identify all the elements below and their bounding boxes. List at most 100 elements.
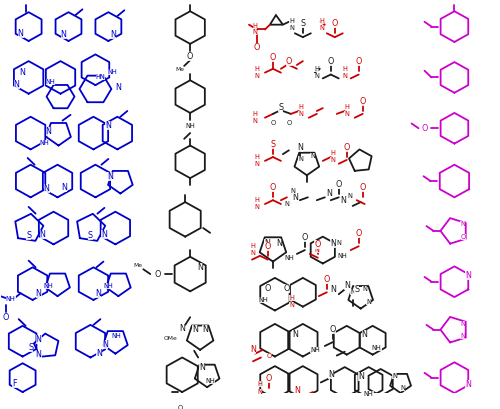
Text: O: O [2,313,9,322]
Text: N: N [392,373,397,379]
Text: N: N [106,121,112,130]
Text: N: N [290,302,294,308]
Text: N: N [284,201,290,207]
Text: NH: NH [284,255,294,261]
Text: O: O [187,52,194,61]
Text: O: O [265,284,271,293]
Text: H: H [298,104,304,110]
Text: O: O [328,56,334,65]
Text: N: N [110,30,116,39]
Text: NH: NH [364,391,374,397]
Text: N: N [20,68,26,77]
Text: N: N [252,118,258,124]
Text: N: N [336,240,341,246]
Text: N: N [102,230,107,239]
Text: N: N [320,25,324,31]
Text: O: O [270,53,276,62]
Text: N: N [202,325,208,334]
Text: H: H [320,18,324,24]
Text: N: N [250,250,256,256]
Text: N: N [36,335,42,344]
Text: N: N [254,72,260,79]
Text: S: S [28,344,33,353]
Text: H: H [252,22,258,29]
Text: N: N [297,143,303,152]
Text: NH: NH [40,139,50,146]
Text: N: N [310,153,316,159]
Text: NH: NH [338,253,347,259]
Text: N: N [192,325,198,334]
Text: N: N [46,127,52,136]
Text: NH: NH [205,378,215,384]
Text: HN: HN [96,74,106,81]
Text: N: N [290,188,296,193]
Text: N: N [340,196,345,204]
Text: O: O [266,374,272,383]
Text: S: S [354,285,360,294]
Text: N: N [264,239,270,248]
Text: N: N [276,239,282,248]
Text: N: N [180,324,185,333]
Text: N: N [344,111,349,117]
Text: NH: NH [44,283,54,289]
Text: N: N [250,345,256,354]
Text: H: H [342,66,347,72]
Text: O: O [265,242,271,251]
Text: N: N [330,285,336,294]
Text: N: N [258,389,262,395]
Text: N: N [108,172,114,181]
Text: Me: Me [134,263,143,268]
Text: N: N [460,221,465,227]
Text: H: H [330,150,335,156]
Text: N: N [292,193,298,202]
Text: N: N [344,281,350,290]
Text: OMe: OMe [164,336,177,341]
Text: NH: NH [112,333,121,339]
Text: N: N [14,80,20,89]
Text: N: N [466,270,471,279]
Text: O: O [330,325,336,334]
Text: O: O [254,43,260,52]
Text: N: N [314,247,320,253]
Text: NH: NH [46,79,56,85]
Text: O: O [314,240,321,249]
Text: N: N [460,321,465,327]
Text: O: O [422,124,428,133]
Text: N: N [60,30,66,39]
Text: N: N [326,189,332,198]
Text: N: N [62,183,68,192]
Text: N: N [252,29,258,35]
Text: N: N [298,156,304,162]
Text: H: H [252,111,258,117]
Text: O: O [286,121,292,126]
Text: O: O [154,270,160,279]
Text: Me: Me [176,67,184,72]
Text: O: O [332,19,338,28]
Text: N: N [254,161,260,167]
Text: O: O [360,97,366,106]
Text: O: O [324,275,330,284]
Text: O: O [266,353,272,359]
Text: N: N [294,386,300,395]
Text: N: N [348,193,352,199]
Text: N: N [330,157,335,163]
Text: N: N [298,111,304,117]
Text: N: N [36,289,42,298]
Text: O: O [284,284,290,293]
Text: S: S [26,231,31,240]
Text: N: N [40,230,46,239]
Text: S: S [300,19,306,28]
Text: O: O [270,183,276,192]
Text: NH: NH [186,124,195,129]
Text: NH: NH [6,296,16,302]
Text: NH: NH [372,345,382,351]
Text: O: O [270,121,276,126]
Text: O: O [344,143,350,152]
Text: N: N [116,83,121,92]
Text: N: N [314,72,320,79]
Text: H: H [250,243,256,249]
Text: H: H [314,66,320,72]
Text: N: N [362,286,367,292]
Text: N: N [292,330,298,339]
Text: NH: NH [108,69,118,75]
